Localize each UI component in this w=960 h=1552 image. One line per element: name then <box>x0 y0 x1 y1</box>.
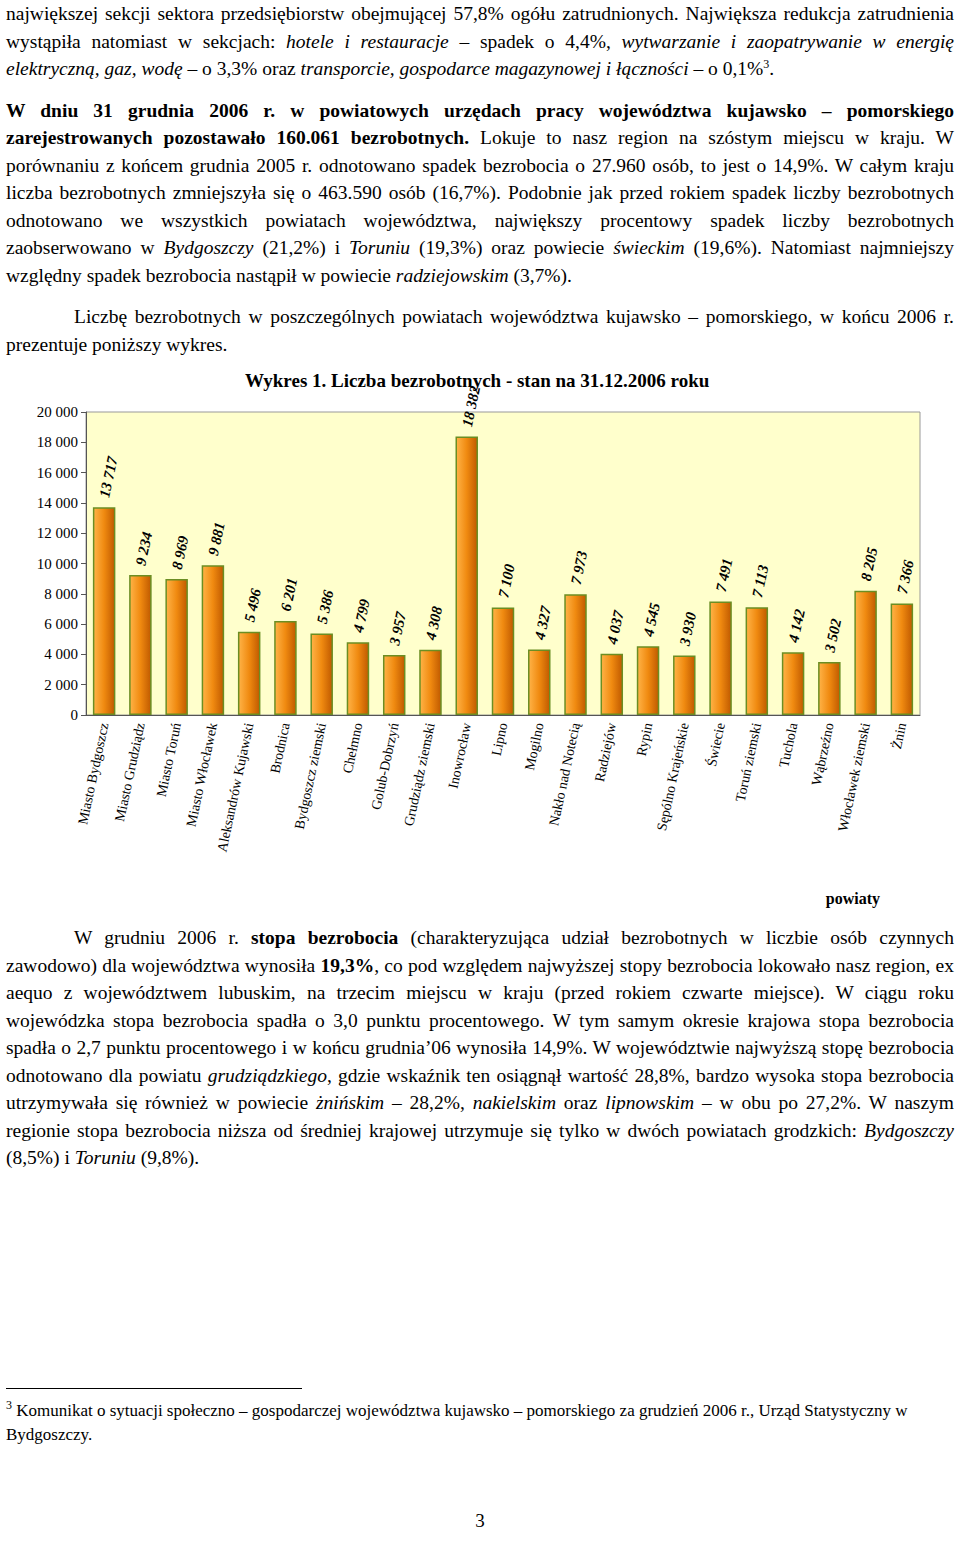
svg-text:14 000: 14 000 <box>37 495 78 511</box>
svg-text:7 973: 7 973 <box>568 549 591 586</box>
svg-text:Miasto Włocławek: Miasto Włocławek <box>184 721 221 828</box>
svg-text:12 000: 12 000 <box>37 525 78 541</box>
svg-text:16 000: 16 000 <box>37 465 78 481</box>
svg-text:3 502: 3 502 <box>821 617 844 655</box>
html-text:Liczbę bezrobotnych w poszczeg: Liczbę bezrobotnych w poszczególnych pow… <box>6 306 954 355</box>
svg-text:Nakło nad Notecią: Nakło nad Notecią <box>546 721 583 827</box>
svg-text:Inowrocław: Inowrocław <box>446 721 475 790</box>
svg-text:4 545: 4 545 <box>640 601 663 639</box>
svg-text:3 957: 3 957 <box>386 610 409 648</box>
html-text:3: 3 <box>475 1510 485 1531</box>
svg-text:Bydgoszcz ziemski: Bydgoszcz ziemski <box>292 721 329 830</box>
svg-text:10 000: 10 000 <box>37 556 78 572</box>
svg-text:20 000: 20 000 <box>37 404 78 420</box>
html-text:W dniu 31 grudnia 2006 r. w po: W dniu 31 grudnia 2006 r. w powiatowych … <box>6 99 954 286</box>
svg-text:7 366: 7 366 <box>894 558 917 595</box>
svg-text:Golub-Dobrzyń: Golub-Dobrzyń <box>368 721 401 811</box>
html-text:największej sekcji sektora prz: największej sekcji sektora przedsiębiors… <box>6 3 954 79</box>
svg-text:Tuchola: Tuchola <box>776 721 800 769</box>
svg-text:7 113: 7 113 <box>749 563 772 599</box>
svg-text:Rypin: Rypin <box>634 721 656 757</box>
svg-text:7 491: 7 491 <box>713 557 736 593</box>
svg-text:Brodnica: Brodnica <box>267 721 293 775</box>
svg-text:Grudziądz ziemski: Grudziądz ziemski <box>401 721 438 827</box>
svg-text:7 100: 7 100 <box>495 562 518 599</box>
svg-text:Chełmno: Chełmno <box>340 721 365 774</box>
svg-text:4 000: 4 000 <box>44 646 78 662</box>
html-text:W grudniu 2006 r. stopa bezrob: W grudniu 2006 r. stopa bezrobocia (char… <box>6 927 954 1141</box>
svg-text:4 308: 4 308 <box>422 605 445 643</box>
svg-text:Aleksandrów Kujawski: Aleksandrów Kujawski <box>214 721 256 853</box>
svg-text:18 000: 18 000 <box>37 434 78 450</box>
svg-text:6 000: 6 000 <box>44 616 78 632</box>
svg-text:8 969: 8 969 <box>169 534 192 571</box>
svg-text:Mogilno: Mogilno <box>522 721 547 771</box>
svg-text:13 717: 13 717 <box>96 455 120 499</box>
svg-text:Wąbrzeźno: Wąbrzeźno <box>809 721 837 786</box>
svg-text:18 382: 18 382 <box>458 384 484 429</box>
svg-text:8 000: 8 000 <box>44 586 78 602</box>
svg-text:Sępólno Krajeńskie: Sępólno Krajeńskie <box>654 721 692 832</box>
svg-text:Żnin: Żnin <box>889 721 909 750</box>
svg-text:4 799: 4 799 <box>350 597 373 635</box>
svg-text:5 496: 5 496 <box>241 587 264 624</box>
svg-text:4 327: 4 327 <box>531 604 554 642</box>
svg-text:Miasto Toruń: Miasto Toruń <box>154 721 184 798</box>
svg-text:Wykres 1. Liczba bezrobotnych: Wykres 1. Liczba bezrobotnych - stan na … <box>245 370 710 391</box>
html-text:3Komunikat o sytuacji społeczn: 3Komunikat o sytuacji społeczno – gospod… <box>6 1398 908 1444</box>
svg-text:Miasto Grudziądz: Miasto Grudziądz <box>112 721 148 823</box>
svg-text:powiaty: powiaty <box>826 890 880 908</box>
svg-text:8 205: 8 205 <box>858 546 881 583</box>
svg-text:Lipno: Lipno <box>489 721 511 757</box>
svg-text:9 881: 9 881 <box>205 521 228 557</box>
svg-text:5 386: 5 386 <box>314 588 337 625</box>
svg-text:0: 0 <box>71 707 79 723</box>
svg-text:Świecie: Świecie <box>703 721 728 768</box>
svg-text:4 037: 4 037 <box>604 609 627 647</box>
svg-text:Radziejów: Radziejów <box>592 721 619 783</box>
svg-text:Włocławek ziemski: Włocławek ziemski <box>835 721 873 832</box>
html-text:(8,5%) i Toruniu (9,8%).: (8,5%) i Toruniu (9,8%). <box>6 1147 200 1168</box>
svg-text:4 142: 4 142 <box>785 607 808 645</box>
svg-text:6 201: 6 201 <box>278 576 301 612</box>
svg-text:Toruń ziemski: Toruń ziemski <box>733 721 764 803</box>
svg-text:2 000: 2 000 <box>44 677 78 693</box>
svg-text:9 234: 9 234 <box>133 530 156 567</box>
svg-text:Miasto Bydgoszcz: Miasto Bydgoszcz <box>75 721 111 826</box>
svg-text:3 930: 3 930 <box>676 610 699 648</box>
